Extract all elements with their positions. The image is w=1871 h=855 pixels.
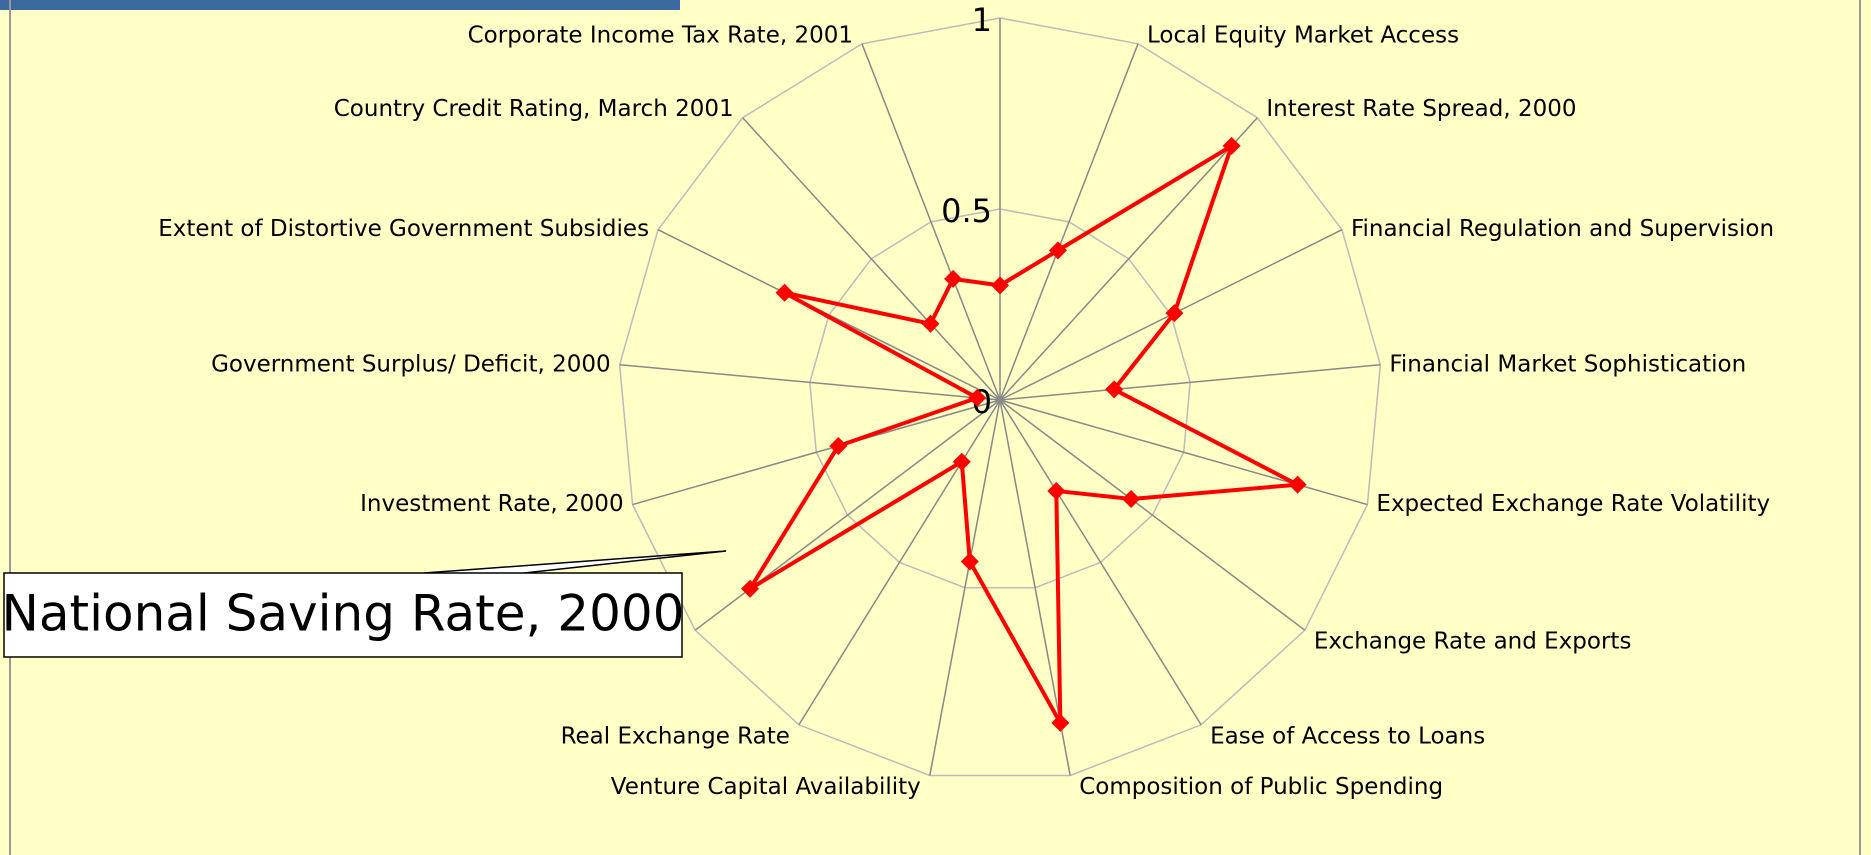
- data-point: [1222, 136, 1241, 155]
- category-label: Investment Rate, 2000: [360, 491, 623, 517]
- category-label: Country Credit Rating, March 2001: [334, 96, 734, 122]
- category-label: Expected Exchange Rate Volatility: [1376, 491, 1770, 517]
- data-point: [944, 269, 963, 288]
- spoke: [999, 399, 1368, 506]
- spoke: [632, 399, 1001, 506]
- category-label: Extent of Distortive Government Subsidie…: [158, 216, 649, 242]
- data-point: [1122, 489, 1141, 508]
- spoke: [929, 399, 1001, 776]
- data-point: [1288, 475, 1307, 494]
- spoke: [861, 43, 1001, 401]
- spoke: [999, 117, 1258, 401]
- series-line: [748, 141, 1305, 724]
- spoke: [999, 43, 1139, 401]
- spoke: [798, 399, 1001, 726]
- data-point: [968, 388, 987, 407]
- data-point: [1105, 380, 1124, 399]
- data-point: [991, 276, 1009, 295]
- header-bar: [0, 0, 680, 10]
- tick-label: 0.5: [941, 192, 992, 230]
- spoke: [619, 364, 1001, 401]
- category-label: Government Surplus/ Deficit, 2000: [211, 351, 611, 377]
- spoke: [999, 364, 1381, 401]
- data-point: [1051, 713, 1070, 732]
- category-label: Composition of Public Spending: [1079, 774, 1443, 800]
- data-point: [1165, 304, 1184, 323]
- category-label: Corporate Income Tax Rate, 2001: [468, 22, 853, 48]
- category-label: Venture Capital Availability: [611, 774, 921, 800]
- data-point: [960, 552, 979, 571]
- category-label: Financial Regulation and Supervision: [1351, 216, 1774, 242]
- spoke: [742, 117, 1001, 401]
- data-point: [741, 579, 760, 598]
- grid-ring: [618, 17, 1382, 777]
- category-label: Interest Rate Spread, 2000: [1266, 96, 1576, 122]
- callout-box: [3, 572, 683, 658]
- spoke: [999, 399, 1202, 726]
- category-label: Financial Market Sophistication: [1389, 351, 1746, 377]
- tick-label: 1: [972, 1, 992, 39]
- callout-leader: [423, 550, 727, 574]
- spoke: [999, 399, 1306, 631]
- category-label: Real Exchange Rate: [561, 723, 790, 749]
- category-label: Ease of Access to Loans: [1210, 723, 1485, 749]
- data-point: [1048, 241, 1067, 260]
- data-point: [952, 452, 971, 471]
- data-point: [921, 314, 940, 333]
- data-point: [1047, 481, 1066, 500]
- data-point: [775, 283, 794, 302]
- category-label: Local Equity Market Access: [1147, 22, 1459, 48]
- category-label: Exchange Rate and Exports: [1314, 629, 1632, 655]
- data-point: [829, 436, 848, 455]
- category-label: National Saving Rate, 2000: [1, 585, 684, 643]
